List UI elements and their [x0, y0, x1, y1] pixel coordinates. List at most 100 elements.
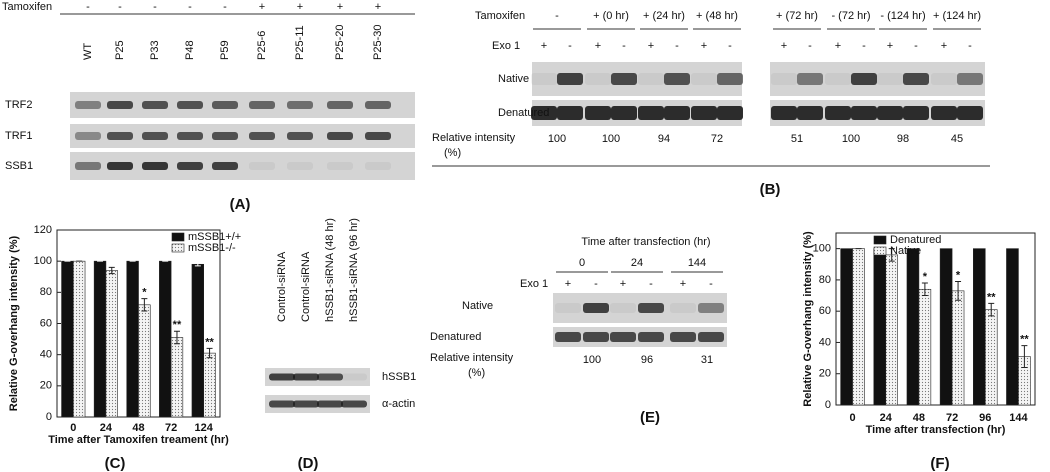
band: [177, 162, 203, 170]
band: [903, 73, 929, 85]
band: [177, 132, 203, 140]
label: -: [914, 40, 918, 52]
y-tick-label: 80: [819, 274, 831, 286]
label: Tamoxifen: [2, 1, 52, 13]
band: [825, 73, 851, 85]
lane-label: P25: [114, 40, 126, 60]
legend-swatch: [171, 243, 185, 253]
label: -: [862, 40, 866, 52]
bar: [203, 352, 216, 418]
label: -: [649, 278, 653, 290]
significance: **: [1020, 333, 1029, 345]
label: -: [223, 1, 227, 13]
y-tick-label: 0: [46, 411, 52, 423]
band: [557, 106, 583, 120]
label: -: [118, 1, 122, 13]
band: [610, 332, 636, 342]
x-tick-label: 24: [100, 422, 113, 434]
lane-label: P25-6: [256, 31, 268, 60]
label: +: [595, 40, 601, 52]
error-bar: [194, 262, 201, 267]
band: [142, 101, 168, 109]
x-tick-label: 48: [132, 422, 144, 434]
lane-label: WT: [82, 43, 94, 60]
intensity-value: 94: [658, 133, 670, 145]
y-axis-label: Relative G-overhang intensity (%): [8, 235, 20, 411]
band: [797, 106, 823, 120]
row-label: Native: [498, 73, 529, 85]
band: [287, 101, 313, 109]
row-label: hSSB1: [382, 371, 416, 383]
legend-label: mSSB1+/+: [188, 231, 241, 243]
intensity-value: 100: [583, 354, 601, 366]
panel-label: (A): [230, 196, 251, 213]
panel-label: (C): [105, 455, 126, 472]
legend-swatch: [873, 235, 887, 245]
band: [531, 73, 557, 85]
band: [317, 400, 343, 408]
row-label: Native: [462, 300, 493, 312]
x-tick-label: 144: [1009, 412, 1028, 424]
band: [75, 132, 101, 140]
y-tick-label: 60: [40, 317, 52, 329]
band: [771, 106, 797, 120]
label: 144: [688, 257, 706, 269]
lane-label: hSSB1-siRNA (48 hr): [324, 218, 336, 322]
band: [691, 106, 717, 120]
band: [664, 106, 690, 120]
lane-label: Control-siRNA: [276, 251, 288, 322]
band: [107, 132, 133, 140]
band: [717, 106, 743, 120]
band: [293, 373, 319, 381]
bar: [170, 337, 184, 418]
row-label: α-actin: [382, 398, 415, 410]
error-bar: [206, 347, 213, 359]
lane-label: P25-30: [372, 25, 384, 60]
bar: [1006, 248, 1019, 406]
band: [107, 162, 133, 170]
band: [957, 106, 983, 120]
label: (%): [468, 367, 485, 379]
label: -: [594, 278, 598, 290]
label: -: [555, 10, 559, 22]
label: +: [375, 1, 381, 13]
y-tick-label: 40: [40, 349, 52, 361]
intensity-value: 72: [711, 133, 723, 145]
intensity-value: 31: [701, 354, 713, 366]
band: [638, 303, 664, 313]
band: [664, 73, 690, 85]
band: [957, 73, 983, 85]
bar: [191, 263, 205, 418]
x-tick-label: 72: [165, 422, 177, 434]
y-tick-label: 60: [819, 305, 831, 317]
x-axis-label: Time after transfection (hr): [866, 424, 1006, 436]
label: -: [86, 1, 90, 13]
label: +: [835, 40, 841, 52]
band: [670, 332, 696, 342]
error-bar: [988, 302, 995, 317]
label: -: [675, 40, 679, 52]
band: [327, 132, 353, 140]
y-tick-label: 100: [34, 255, 52, 267]
label: -: [153, 1, 157, 13]
label: -: [709, 278, 713, 290]
intensity-value: 51: [791, 133, 803, 145]
band: [249, 162, 275, 170]
band: [585, 106, 611, 120]
bar: [973, 248, 986, 406]
band: [611, 73, 637, 85]
error-bar: [108, 266, 115, 275]
legend-swatch: [873, 246, 887, 256]
label: +: [259, 1, 265, 13]
band: [797, 73, 823, 85]
band: [75, 101, 101, 109]
band: [611, 106, 637, 120]
label: -: [808, 40, 812, 52]
y-tick-label: 100: [813, 243, 831, 255]
band: [142, 162, 168, 170]
label: Exo 1: [520, 278, 548, 290]
bar: [73, 260, 86, 418]
x-tick-label: 72: [946, 412, 958, 424]
row-label: TRF2: [5, 99, 33, 111]
panel-label: (D): [298, 455, 319, 472]
